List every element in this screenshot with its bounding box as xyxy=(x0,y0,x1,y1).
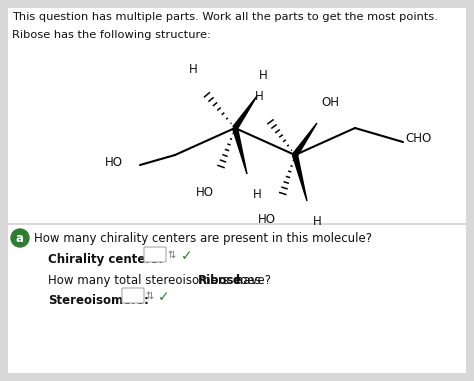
Text: HO: HO xyxy=(196,186,214,199)
Text: Ribose has the following structure:: Ribose has the following structure: xyxy=(12,30,211,40)
Text: Ribose: Ribose xyxy=(198,274,243,287)
Polygon shape xyxy=(233,127,247,174)
Text: Chirality centers:: Chirality centers: xyxy=(48,253,163,266)
Text: H: H xyxy=(189,63,197,76)
Text: How many chirality centers are present in this molecule?: How many chirality centers are present i… xyxy=(34,232,372,245)
Text: have?: have? xyxy=(232,274,271,287)
Text: H: H xyxy=(255,90,264,103)
FancyBboxPatch shape xyxy=(144,247,166,262)
Text: ✓: ✓ xyxy=(158,290,170,304)
Text: 3: 3 xyxy=(152,249,158,259)
FancyBboxPatch shape xyxy=(122,288,144,303)
Text: OH: OH xyxy=(321,96,339,109)
Text: H: H xyxy=(313,215,321,228)
Text: 8: 8 xyxy=(129,290,137,300)
Text: a: a xyxy=(16,232,24,245)
Polygon shape xyxy=(292,154,307,201)
FancyBboxPatch shape xyxy=(8,225,466,373)
Text: This question has multiple parts. Work all the parts to get the most points.: This question has multiple parts. Work a… xyxy=(12,12,438,22)
Text: ⇅: ⇅ xyxy=(168,250,176,260)
Text: H: H xyxy=(259,69,267,82)
Text: How many total stereoisomers does: How many total stereoisomers does xyxy=(48,274,264,287)
Text: ⇅: ⇅ xyxy=(146,291,154,301)
Text: Stereoisomers:: Stereoisomers: xyxy=(48,294,149,307)
Text: ✓: ✓ xyxy=(181,249,192,263)
Circle shape xyxy=(11,229,29,247)
Text: CHO: CHO xyxy=(405,131,431,144)
Text: H: H xyxy=(253,188,261,201)
Text: HO: HO xyxy=(105,157,123,170)
Text: HO: HO xyxy=(258,213,276,226)
FancyBboxPatch shape xyxy=(8,8,466,223)
Polygon shape xyxy=(233,96,257,130)
Polygon shape xyxy=(293,123,317,157)
